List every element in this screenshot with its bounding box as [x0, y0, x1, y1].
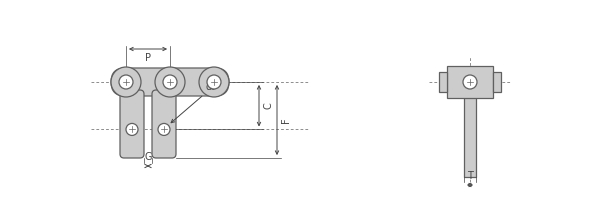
FancyBboxPatch shape [493, 72, 501, 92]
Circle shape [158, 123, 170, 135]
Text: d₁: d₁ [206, 82, 216, 92]
FancyBboxPatch shape [439, 72, 447, 92]
Circle shape [199, 67, 229, 97]
FancyBboxPatch shape [464, 77, 476, 177]
FancyBboxPatch shape [111, 68, 229, 96]
Circle shape [119, 75, 133, 89]
Text: G: G [144, 152, 152, 162]
Circle shape [155, 67, 185, 97]
Text: C: C [263, 102, 273, 109]
Text: F: F [281, 117, 291, 123]
Circle shape [111, 67, 141, 97]
Text: P: P [145, 53, 151, 63]
Circle shape [126, 123, 138, 135]
Circle shape [207, 75, 221, 89]
Text: T: T [467, 171, 473, 181]
FancyBboxPatch shape [120, 90, 144, 158]
Circle shape [463, 75, 477, 89]
Circle shape [163, 75, 177, 89]
FancyBboxPatch shape [152, 90, 176, 158]
FancyBboxPatch shape [447, 66, 493, 98]
